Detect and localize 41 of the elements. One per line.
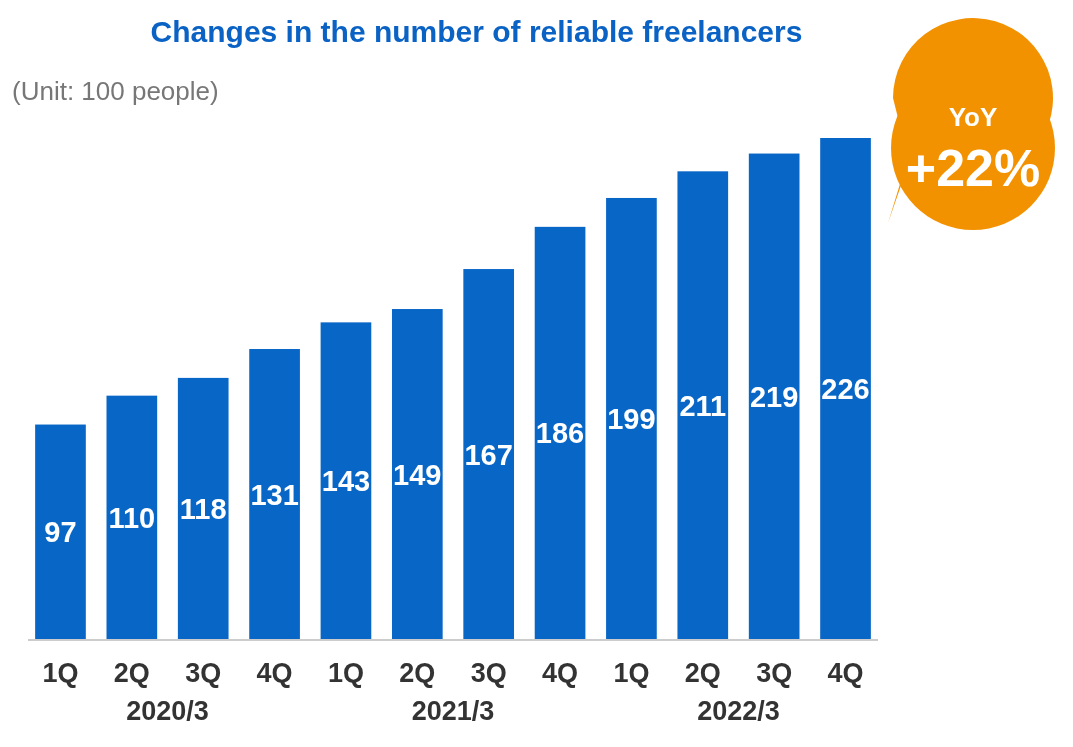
x-tick-label: 1Q	[613, 658, 650, 688]
bar	[748, 153, 800, 640]
x-tick-label: 2Q	[684, 658, 721, 688]
x-tick-label: 3Q	[756, 658, 793, 688]
x-tick-label: 2Q	[399, 658, 436, 688]
data-label: 97	[44, 516, 77, 549]
data-label: 110	[108, 501, 156, 534]
x-tick-label: 3Q	[470, 658, 507, 688]
data-label: 149	[393, 458, 442, 491]
bar	[606, 197, 657, 640]
x-tick-label: 2Q	[113, 658, 150, 688]
data-label: 211	[679, 389, 727, 422]
text: 2020/3	[126, 696, 209, 726]
data-label: 226	[821, 373, 870, 405]
data-label: 167	[464, 438, 513, 471]
bar	[463, 269, 515, 640]
data-label: 131	[250, 478, 299, 511]
bar	[677, 171, 729, 640]
bar	[35, 424, 86, 640]
x-tick-label: 4Q	[256, 658, 293, 688]
x-tick-label: 1Q	[42, 658, 79, 688]
x-tick-label: 4Q	[827, 658, 864, 688]
chart-title: Changes in the number of reliable freelancers	[150, 15, 803, 48]
data-label: 186	[535, 417, 585, 450]
x-tick-label: 4Q	[542, 658, 579, 688]
bar	[177, 377, 229, 640]
text: (Unit: 100 people)	[12, 76, 219, 106]
bar	[249, 349, 300, 640]
bar	[534, 226, 586, 640]
data-label: 143	[321, 465, 371, 498]
text: 2021/3	[411, 696, 495, 726]
text: 2022/3	[697, 696, 780, 726]
bar	[320, 322, 372, 640]
x-tick-label: 3Q	[185, 658, 222, 688]
bar	[106, 395, 158, 640]
bar	[391, 309, 443, 640]
data-label: 199	[607, 402, 656, 435]
x-tick-label: 1Q	[327, 658, 364, 688]
data-label: 118	[179, 492, 227, 525]
bar	[820, 138, 871, 640]
data-label: 219	[749, 380, 799, 413]
